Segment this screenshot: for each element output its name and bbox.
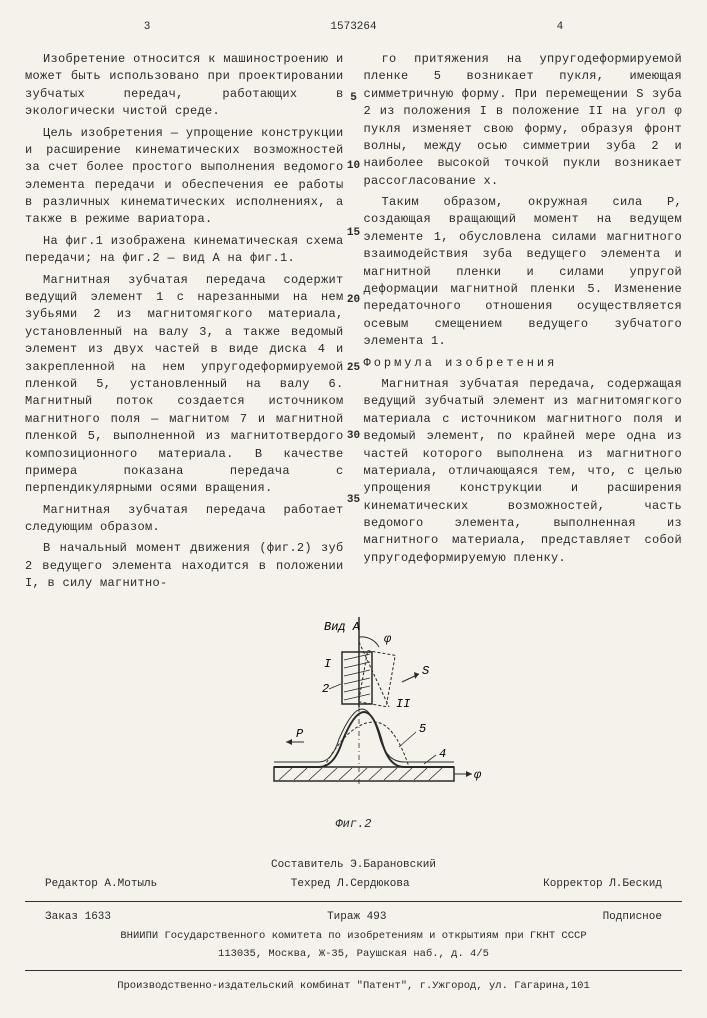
corrector: Корректор Л.Бескид: [543, 877, 662, 893]
para: го притяжения на упругодеформируемой пле…: [364, 51, 683, 190]
para: Магнитная зубчатая передача, содержащая …: [364, 376, 683, 567]
line-number: 30: [347, 429, 360, 445]
addr: 113035, Москва, Ж-35, Раушская наб., д. …: [25, 947, 682, 962]
figure-label: Фиг.2: [25, 816, 682, 833]
tirage: Тираж 493: [327, 910, 386, 926]
page-num-right: 4: [557, 20, 564, 36]
line-number: 5: [350, 91, 357, 107]
org: ВНИИПИ Государственного комитета по изоб…: [25, 929, 682, 944]
line-number: 10: [347, 159, 360, 175]
right-column: го притяжения на упругодеформируемой пле…: [364, 51, 683, 597]
text-columns: Изобретение относится к машиностроению и…: [25, 51, 682, 597]
para: На фиг.1 изображена кинематическая схема…: [25, 233, 344, 268]
page-header: 3 1573264 4: [25, 20, 682, 36]
divider: [25, 970, 682, 971]
fig-title: Вид А: [324, 620, 360, 634]
pos1-label: I: [324, 657, 331, 671]
tech: Техред Л.Сердюкова: [291, 877, 410, 893]
footer: Составитель Э.Барановский Редактор А.Мот…: [25, 858, 682, 994]
phi-label-2: φ: [474, 768, 482, 782]
line-number: 15: [347, 226, 360, 242]
line-number: 20: [347, 293, 360, 309]
doc-number: 1573264: [330, 20, 376, 36]
editor: Редактор А.Мотыль: [45, 877, 157, 893]
compiler: Составитель Э.Барановский: [25, 858, 682, 874]
subscription: Подписное: [603, 910, 662, 926]
order: Заказ 1633: [45, 910, 111, 926]
pos2-label: II: [396, 697, 410, 711]
para: Таким образом, окружная сила P, создающа…: [364, 194, 683, 351]
s-label: S: [422, 664, 429, 678]
para: Изобретение относится к машиностроению и…: [25, 51, 344, 121]
label-4: 4: [439, 747, 446, 761]
left-column: Изобретение относится к машиностроению и…: [25, 51, 344, 597]
claim-title: Формула изобретения: [364, 355, 683, 372]
publisher: Производственно-издательский комбинат "П…: [25, 979, 682, 994]
figure-2: Вид А φ II S I 2: [25, 612, 682, 833]
phi-label: φ: [384, 632, 392, 646]
label-2: 2: [322, 682, 329, 696]
para: Магнитная зубчатая передача содержит вед…: [25, 272, 344, 498]
line-number: 35: [347, 493, 360, 509]
para: Цель изобретения — упрощение конструкции…: [25, 125, 344, 229]
p-label: P: [296, 727, 304, 741]
page-num-left: 3: [144, 20, 151, 36]
divider: [25, 901, 682, 902]
line-number: 25: [347, 361, 360, 377]
para: Магнитная зубчатая передача работает сле…: [25, 502, 344, 537]
para: В начальный момент движения (фиг.2) зуб …: [25, 540, 344, 592]
label-5: 5: [419, 722, 426, 736]
figure-svg: Вид А φ II S I 2: [224, 612, 484, 812]
